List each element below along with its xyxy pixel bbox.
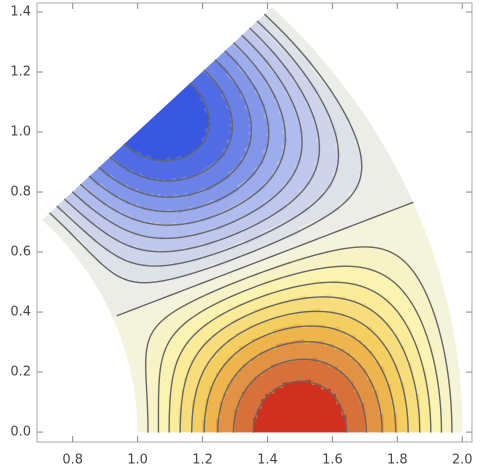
- contour-band: [234, 357, 366, 433]
- x-tick-label: 1.8: [387, 453, 408, 468]
- contour-line: [98, 59, 253, 198]
- x-tick-label: 0.8: [62, 453, 83, 468]
- contour-line: [64, 27, 321, 253]
- contour-line: [88, 50, 270, 213]
- contour-line: [179, 296, 421, 433]
- contour-line: [56, 20, 340, 267]
- contour-line: [203, 325, 397, 433]
- contour-band: [253, 379, 347, 433]
- contour-line: [157, 265, 443, 433]
- contour-line: [191, 310, 409, 433]
- y-tick-label: 0.2: [10, 365, 31, 380]
- contour-band: [202, 323, 398, 433]
- contour-line: [168, 281, 432, 433]
- contour-line: [123, 82, 210, 162]
- contour-line: [232, 358, 368, 433]
- contour-line: [80, 42, 287, 226]
- contour-line: [49, 13, 363, 284]
- x-tick-label: 1.4: [257, 453, 278, 468]
- x-tick-label: 2.0: [452, 453, 473, 468]
- plot-frame: [36, 2, 473, 443]
- contour-line: [71, 34, 303, 240]
- x-tick-label: 1.2: [192, 453, 213, 468]
- x-tick-label: 1.6: [322, 453, 343, 468]
- y-tick-label: 1.2: [10, 65, 31, 80]
- contour-line: [109, 69, 234, 182]
- contour-band: [48, 13, 365, 286]
- y-tick-label: 0.4: [10, 305, 31, 320]
- contour-line: [252, 380, 348, 433]
- x-tick-label: 1.0: [127, 453, 148, 468]
- y-tick-label: 0.8: [10, 185, 31, 200]
- contour-band: [124, 83, 213, 164]
- contour-band: [42, 7, 414, 318]
- contour-line: [217, 340, 383, 433]
- contour-line: [116, 201, 414, 317]
- y-tick-label: 1.4: [10, 5, 31, 20]
- y-tick-label: 1.0: [10, 125, 31, 140]
- contour-line: [145, 246, 453, 433]
- y-tick-label: 0.6: [10, 245, 31, 260]
- y-tick-label: 0.0: [10, 425, 31, 440]
